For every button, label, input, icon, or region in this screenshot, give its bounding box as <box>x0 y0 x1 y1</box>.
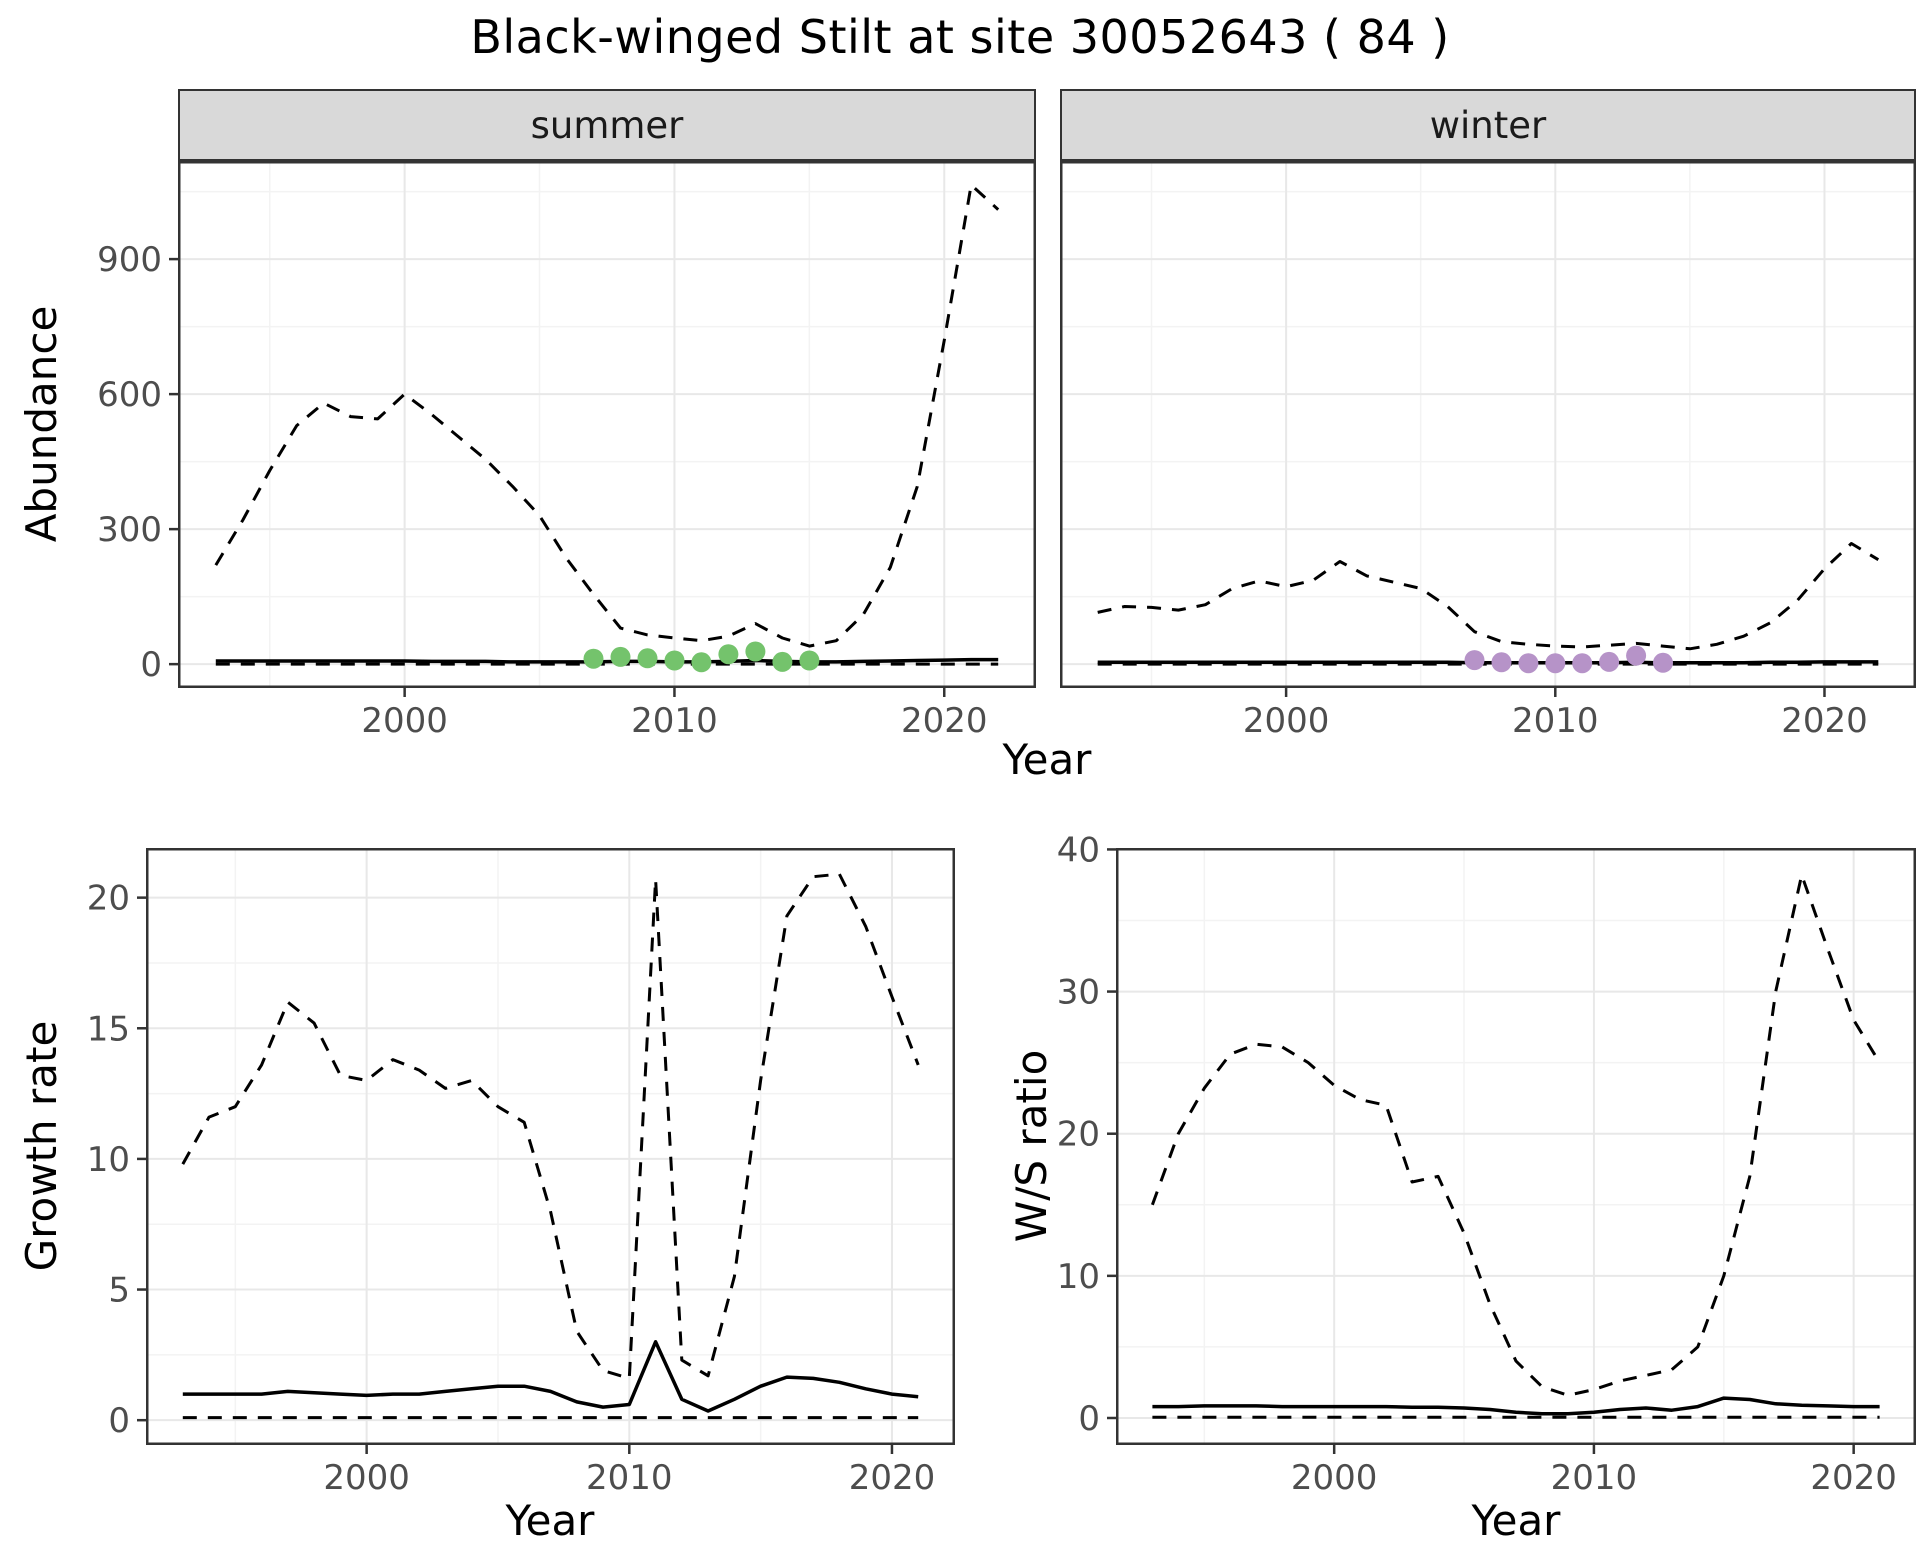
observed_counts_winter-point <box>1599 651 1620 672</box>
observed_counts_summer-point <box>583 648 604 669</box>
x-tick-label: 2020 <box>849 1458 936 1498</box>
facet-strip-winter: winter <box>1060 89 1916 161</box>
observed_counts_summer-point <box>610 646 631 667</box>
y-tick-label: 5 <box>108 1271 130 1311</box>
y-tick-label: 30 <box>1057 973 1100 1013</box>
observed_counts_summer-point <box>637 648 658 669</box>
ws-ratio-axis-title: W/S ratio <box>1007 1049 1056 1243</box>
observed_counts_winter-point <box>1545 653 1566 674</box>
observed_counts_summer-point <box>718 644 739 665</box>
y-tick-label: 10 <box>1057 1257 1100 1297</box>
x-tick-label: 2000 <box>323 1458 410 1498</box>
ws_ratio-mean-line <box>1152 1396 1880 1416</box>
abundance-axis-title: Abundance <box>17 305 66 543</box>
x-tick-label: 2000 <box>361 701 448 741</box>
x-tick-label: 2010 <box>586 1458 673 1498</box>
facet-label-winter: winter <box>1429 103 1547 147</box>
observed_counts_summer-point <box>745 641 766 662</box>
observed_counts_summer-point <box>772 651 793 672</box>
observed_counts_winter-point <box>1464 650 1485 671</box>
y-tick-label: 15 <box>87 1009 130 1049</box>
abundance-winter-panel: 2000 2010 2020 <box>1060 161 1916 741</box>
y-tick-label: 20 <box>1057 1115 1100 1155</box>
y-tick-label: 300 <box>97 510 162 550</box>
observed_counts_winter-point <box>1491 652 1512 673</box>
ws-ratio-x-axis-title: Year <box>1471 1496 1561 1545</box>
observed_counts_summer-point <box>664 650 685 671</box>
observed_counts_winter-point <box>1518 653 1539 674</box>
abundance_summer-panel-bg <box>178 161 1036 688</box>
observed_counts_winter-point <box>1626 645 1647 666</box>
x-tick-label: 2020 <box>1810 1458 1897 1498</box>
y-tick-label: 20 <box>87 879 130 919</box>
observed_counts_winter-point <box>1653 652 1673 673</box>
growth-rate-axis-title: Growth rate <box>17 1020 66 1272</box>
abundance-summer-panel: 2000 2010 2020 0 300 600 900 <box>97 161 1036 741</box>
y-tick-label: 40 <box>1057 830 1100 870</box>
x-tick-label: 2010 <box>1551 1458 1638 1498</box>
growth_rate-mean-line <box>182 1340 919 1413</box>
growth-rate-x-axis-title: Year <box>505 1496 595 1545</box>
x-tick-label: 2020 <box>901 701 988 741</box>
facet-label-summer: summer <box>530 103 684 147</box>
ws_ratio-panel-border <box>1116 848 1916 1445</box>
y-tick-label: 10 <box>87 1140 130 1180</box>
y-tick-label: 0 <box>140 645 162 685</box>
abundance_winter-panel-bg <box>1060 161 1916 688</box>
x-tick-label: 2010 <box>1512 701 1599 741</box>
y-tick-label: 0 <box>108 1401 130 1441</box>
x-tick-label: 2000 <box>1243 701 1330 741</box>
abundance_summer-mean-line <box>215 657 999 664</box>
y-tick-label: 900 <box>97 240 162 280</box>
ws_ratio-panel-bg <box>1116 848 1916 1445</box>
abundance_summer-upper_ci-line <box>214 183 1000 648</box>
observed_counts_summer-point <box>799 650 820 671</box>
x-tick-label: 2010 <box>631 701 718 741</box>
observed_counts_winter-point <box>1572 653 1593 674</box>
growth_rate-panel-border <box>146 848 955 1445</box>
top-row-x-axis-title: Year <box>1002 735 1092 784</box>
y-tick-label: 0 <box>1078 1399 1100 1439</box>
facet-strip-summer: summer <box>178 89 1036 161</box>
x-tick-label: 2020 <box>1781 701 1868 741</box>
ws_ratio-upper_ci-line <box>1150 873 1881 1397</box>
abundance_summer-panel-border <box>178 161 1036 688</box>
abundance_winter-panel-border <box>1060 161 1916 688</box>
x-tick-label: 2000 <box>1291 1458 1378 1498</box>
growth-rate-panel: 2000 2010 2020 0 5 10 15 20 <box>87 848 955 1498</box>
y-tick-label: 600 <box>97 375 162 415</box>
ws-ratio-panel: 2000 2010 2020 0 10 20 30 40 <box>1057 830 1916 1498</box>
chart-title: Black-winged Stilt at site 30052643 ( 84… <box>470 10 1450 64</box>
growth_rate-panel-bg <box>146 848 955 1445</box>
observed_counts_summer-point <box>691 652 712 673</box>
abundance_winter-upper_ci-line <box>1097 542 1880 651</box>
